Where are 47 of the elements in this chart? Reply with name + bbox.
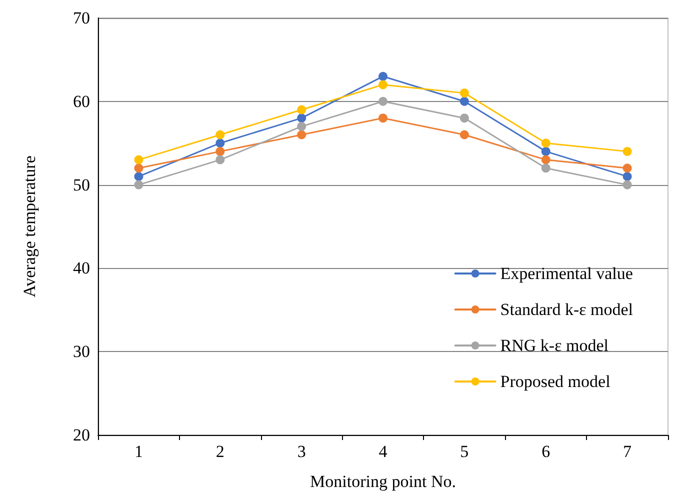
y-tick-label: 70 [73, 8, 90, 28]
point [541, 146, 550, 156]
y-tick-label: 20 [73, 426, 90, 444]
point [378, 114, 388, 123]
x-tick-label: 2 [216, 442, 224, 461]
point [541, 155, 550, 164]
point [460, 130, 469, 140]
point [460, 96, 469, 106]
point [134, 164, 144, 173]
point [378, 96, 388, 106]
y-tick-label: 50 [73, 175, 90, 194]
point [297, 130, 306, 140]
point [216, 146, 225, 156]
x-tick-label: 1 [134, 442, 143, 461]
point [297, 105, 306, 114]
legend-label: RNG k-ε model [500, 336, 609, 355]
x-tick-label: 7 [623, 442, 632, 461]
point [297, 122, 306, 131]
point [216, 138, 225, 148]
x-tick-label: 5 [460, 442, 469, 461]
x-tick-label: 4 [378, 442, 388, 461]
x-axis-title: Monitoring point No. [310, 472, 456, 491]
point [297, 114, 306, 123]
point [460, 114, 469, 123]
legend-label: Proposed model [500, 372, 611, 391]
point [622, 180, 632, 190]
y-tick-label: 40 [73, 258, 90, 278]
point [216, 155, 225, 164]
point [134, 180, 144, 190]
point [541, 164, 550, 173]
point [541, 138, 550, 148]
y-tick-label: 60 [73, 92, 90, 111]
legend-label: Standard k-ε model [500, 300, 634, 319]
point [378, 80, 388, 90]
x-tick-label: 6 [542, 442, 550, 461]
legend-label: Experimental value [500, 264, 633, 283]
y-tick-label: 30 [73, 342, 90, 362]
point [216, 130, 225, 140]
point [622, 164, 632, 173]
point [460, 88, 469, 98]
point [622, 172, 632, 181]
y-axis-title: Average temperature [20, 156, 39, 298]
point [134, 155, 144, 164]
point [622, 146, 632, 156]
x-tick-label: 3 [297, 442, 306, 461]
point [134, 172, 144, 181]
point [378, 72, 388, 81]
